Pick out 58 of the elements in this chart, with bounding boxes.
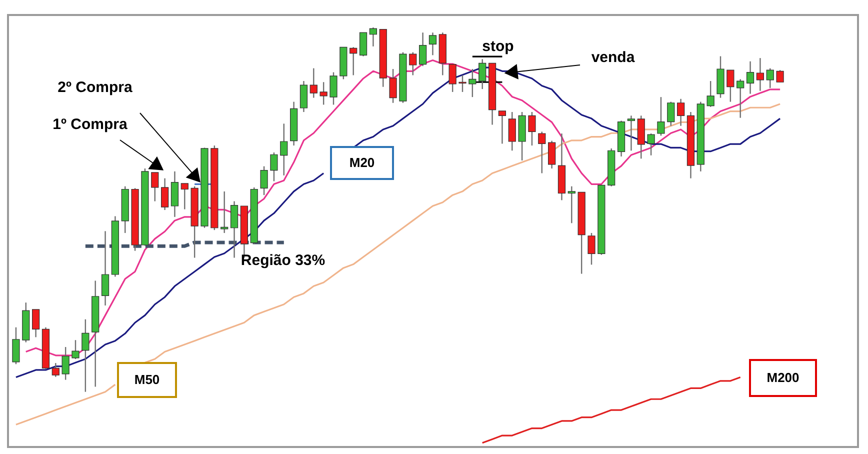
candlestick [300,80,308,113]
candlestick [230,200,238,258]
candlestick [170,170,179,218]
candlestick [350,46,358,76]
candlestick [627,115,635,152]
candlestick [220,190,228,234]
annotation: Região 33% [240,252,326,269]
candlestick [52,362,60,378]
candlestick [746,60,754,94]
candlestick [359,32,368,57]
candlestick [588,232,596,266]
candlestick [756,57,764,92]
annotation: M200 [766,370,800,385]
candlestick [568,186,576,224]
candlestick [62,346,70,380]
candlestick [448,64,456,93]
candlestick [82,318,90,392]
candlestick [538,131,546,174]
annotation: M50 [134,372,160,387]
annotation: venda [591,49,636,66]
annotation: 2º Compra [58,79,133,96]
candlestick [498,110,506,144]
annotation: M20 [349,155,375,170]
candlestick [12,326,20,365]
candlestick [706,80,714,108]
candlestick [657,96,665,136]
candlestick [151,172,159,202]
candlestick [667,101,675,126]
candlestick [180,182,188,210]
candlestick [72,339,80,360]
candlestick [468,68,476,98]
candlestick [548,140,556,170]
candlestick [260,166,268,196]
candlestick [419,32,427,67]
candlestick [409,52,417,76]
candlestick [766,68,774,89]
candlestick [458,74,466,93]
candlestick [647,132,655,156]
candlestick [310,68,318,98]
candlestick [726,69,734,102]
candlestick [330,72,338,106]
annotation: stop [482,38,514,55]
candlestick [32,308,40,338]
candlestick [270,152,278,182]
candlestick [369,26,377,48]
candlestick [677,98,685,126]
annotation: 1º Compra [52,116,128,133]
candlestick [161,178,169,211]
candlestick [320,82,328,106]
candlestick [528,111,536,146]
candlestick [776,69,784,83]
candlestick [280,123,288,176]
candlestick [478,58,486,90]
candlestick [101,230,110,306]
candlestick [508,111,516,152]
candlestick [736,78,744,118]
candlestick [428,32,437,56]
candlestick [389,68,397,104]
